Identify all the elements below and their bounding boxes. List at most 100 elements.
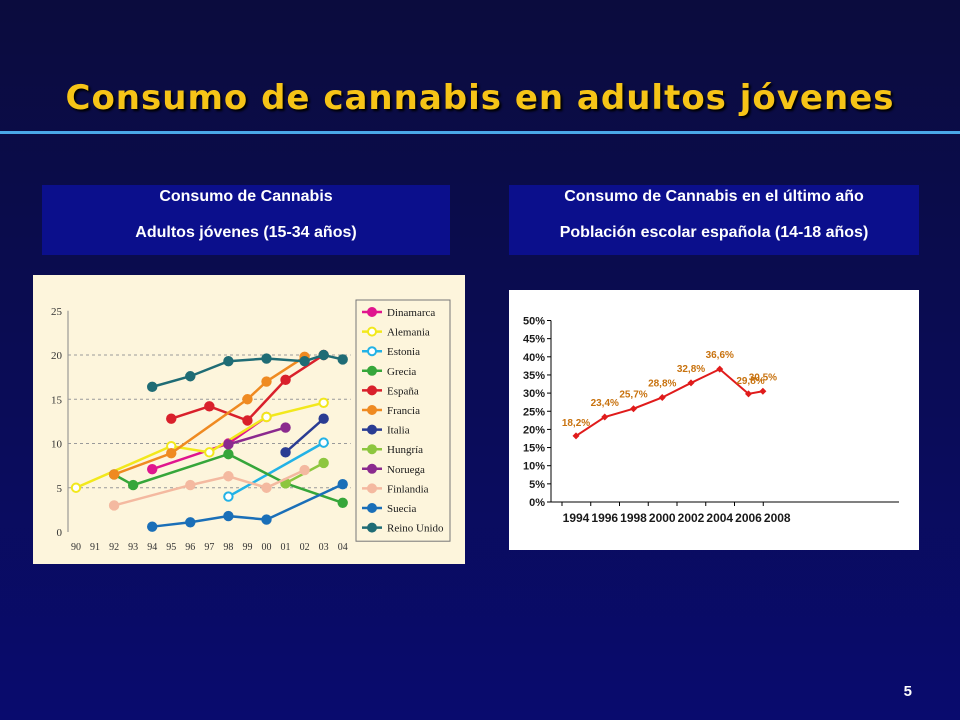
x-tick-label: 98 <box>223 542 233 553</box>
legend-label: Suecia <box>387 503 416 515</box>
series-marker <box>223 510 234 522</box>
series-line <box>170 353 325 422</box>
y-tick-label: 25% <box>523 406 545 418</box>
data-label: 25,7% <box>619 390 647 401</box>
data-marker <box>572 432 580 440</box>
left-panel-heading: Consumo de Cannabis Adultos jóvenes (15-… <box>42 185 450 255</box>
legend-label: Dinamarca <box>387 307 435 319</box>
x-tick-label: 90 <box>71 542 81 553</box>
series-marker <box>242 394 253 405</box>
legend-label: Reino Unido <box>387 523 444 535</box>
series-marker <box>223 355 234 367</box>
title-divider <box>0 131 960 134</box>
y-tick-label: 5 <box>57 483 63 495</box>
data-label: 18,2% <box>562 418 590 429</box>
series-marker <box>70 482 82 493</box>
data-label: 23,4% <box>591 398 619 409</box>
data-marker <box>759 387 767 395</box>
y-tick-label: 10 <box>51 439 63 451</box>
series-marker <box>223 471 234 482</box>
legend-swatch-marker <box>367 365 377 376</box>
y-tick-label: 25 <box>51 306 63 318</box>
x-tick-label: 92 <box>109 542 119 553</box>
legend-box <box>355 299 451 542</box>
legend-swatch-marker <box>367 385 377 396</box>
series-marker <box>185 479 196 491</box>
data-marker <box>601 413 609 421</box>
x-tick-label: 2000 <box>649 511 676 525</box>
series-marker <box>223 439 234 450</box>
data-label: 32,8% <box>677 364 705 375</box>
series-line <box>152 483 344 528</box>
series-marker <box>108 500 120 511</box>
y-tick-label: 0% <box>529 497 545 509</box>
series-marker <box>261 514 272 525</box>
x-tick-label: 95 <box>166 542 176 553</box>
legend-swatch-marker <box>367 424 377 435</box>
data-marker <box>687 379 695 387</box>
europe-chart-svg: 0 5 10 15 20 25 90 91 92 93 94 95 96 97 98 99 00 01 02 03 04… <box>51 299 451 553</box>
data-label: 30,5% <box>749 372 777 383</box>
series-marker <box>147 463 158 475</box>
x-tick-label: 1996 <box>591 511 618 525</box>
series-marker <box>223 448 234 460</box>
data-marker <box>630 405 637 413</box>
legend-label: España <box>387 385 419 397</box>
right-panel-heading: Consumo de Cannabis en el último año Pob… <box>509 185 919 255</box>
legend-swatch-marker <box>367 326 377 337</box>
x-tick-label: 2002 <box>678 511 705 525</box>
series-marker <box>185 517 196 528</box>
x-tick-label: 97 <box>204 542 214 553</box>
data-line <box>575 367 764 437</box>
series-marker <box>337 479 348 490</box>
y-tick-label: 50% <box>523 316 545 328</box>
series-marker <box>204 401 215 412</box>
data-marker <box>716 365 724 373</box>
x-tick-label: 04 <box>338 542 348 553</box>
y-tick-label: 0 <box>57 527 63 539</box>
data-marker <box>745 390 752 398</box>
legend-swatch-marker <box>367 307 377 317</box>
series-marker <box>280 374 291 385</box>
y-tick-label: 35% <box>523 370 545 382</box>
series-marker <box>318 349 329 361</box>
x-tick-label: 91 <box>90 542 100 553</box>
series-line <box>227 441 325 498</box>
x-tick-label: 2004 <box>706 511 733 525</box>
x-tick-label: 94 <box>147 542 157 553</box>
x-tick-label: 01 <box>281 542 291 553</box>
x-tick-label: 1998 <box>620 511 647 525</box>
right-heading-line1: Consumo de Cannabis en el último año <box>564 188 864 205</box>
spain-chart-svg: 0%5%10%15%20%25%30%35%40%45%50%1994 1996 1… <box>523 316 899 525</box>
series-marker <box>166 413 177 424</box>
series-marker <box>318 397 329 408</box>
series-marker <box>204 447 215 458</box>
x-tick-label: 2008 <box>764 511 791 525</box>
y-tick-label: 10% <box>523 461 545 473</box>
series-marker <box>299 355 310 367</box>
series-marker <box>223 491 234 502</box>
legend-swatch-marker <box>367 503 377 513</box>
legend-swatch-marker <box>367 444 377 455</box>
y-tick-label: 45% <box>523 334 545 346</box>
series-line <box>284 417 325 454</box>
legend-label: Francia <box>387 405 420 417</box>
series-line <box>228 426 286 446</box>
data-label: 29,8% <box>736 376 764 387</box>
x-tick-label: 93 <box>128 542 138 553</box>
series-marker <box>261 376 272 387</box>
legend-label: Italia <box>387 425 410 437</box>
spain-school-chart: 0% 5% 10% 15% 20% 25% 30% 35% 40% 45% 50% 1994 1996 1… <box>509 290 919 550</box>
legend-label: Grecia <box>387 366 416 378</box>
x-tick-label: 99 <box>242 542 252 553</box>
data-label: 36,6% <box>706 350 734 361</box>
legend-label: Hungría <box>387 444 423 456</box>
series-marker <box>337 497 348 508</box>
legend-label: Estonia <box>387 346 420 358</box>
europe-cannabis-chart: 0 5 10 15 20 25 90 91 92 93 94 95 96 97 98 99 00 01 02 03 04… <box>33 275 465 564</box>
right-heading-line2: Población escolar española (14-18 años) <box>559 224 869 241</box>
x-tick-label: 02 <box>300 542 310 553</box>
chart-legend: Dinamarca Alemania Estonia Grecia España Fran… <box>355 299 451 542</box>
series-marker <box>127 479 139 491</box>
legend-swatch-marker <box>367 522 377 533</box>
